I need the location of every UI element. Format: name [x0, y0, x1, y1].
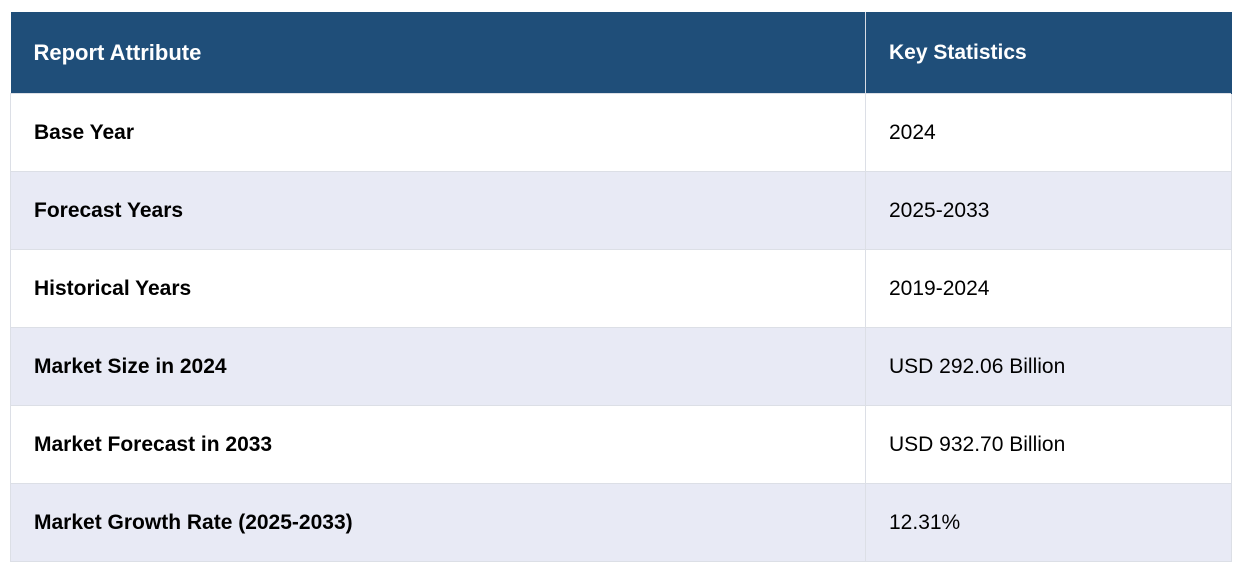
- report-table-container: Report Attribute Key Statistics Base Yea…: [10, 12, 1232, 562]
- row-attribute: Forecast Years: [10, 171, 866, 250]
- table-header: Report Attribute Key Statistics: [10, 12, 1232, 94]
- table-body: Base Year 2024 Forecast Years 2025-2033 …: [10, 93, 1232, 562]
- table-row: Market Growth Rate (2025-2033) 12.31%: [10, 483, 1232, 562]
- row-attribute: Market Size in 2024: [10, 327, 866, 406]
- row-value: 2025-2033: [865, 171, 1232, 250]
- row-value: USD 292.06 Billion: [865, 327, 1232, 406]
- row-value: USD 932.70 Billion: [865, 405, 1232, 484]
- header-key-statistics: Key Statistics: [865, 12, 1232, 94]
- row-attribute: Market Growth Rate (2025-2033): [10, 483, 866, 562]
- report-statistics-table: Report Attribute Key Statistics Base Yea…: [10, 12, 1232, 562]
- row-attribute: Market Forecast in 2033: [10, 405, 866, 484]
- row-value: 2024: [865, 93, 1232, 172]
- header-row: Report Attribute Key Statistics: [10, 12, 1232, 94]
- row-attribute: Base Year: [10, 93, 866, 172]
- table-row: Market Forecast in 2033 USD 932.70 Billi…: [10, 405, 1232, 484]
- table-row: Base Year 2024: [10, 93, 1232, 172]
- header-report-attribute: Report Attribute: [10, 12, 866, 94]
- table-row: Forecast Years 2025-2033: [10, 171, 1232, 250]
- row-attribute: Historical Years: [10, 249, 866, 328]
- row-value: 2019-2024: [865, 249, 1232, 328]
- table-row: Historical Years 2019-2024: [10, 249, 1232, 328]
- row-value: 12.31%: [865, 483, 1232, 562]
- table-row: Market Size in 2024 USD 292.06 Billion: [10, 327, 1232, 406]
